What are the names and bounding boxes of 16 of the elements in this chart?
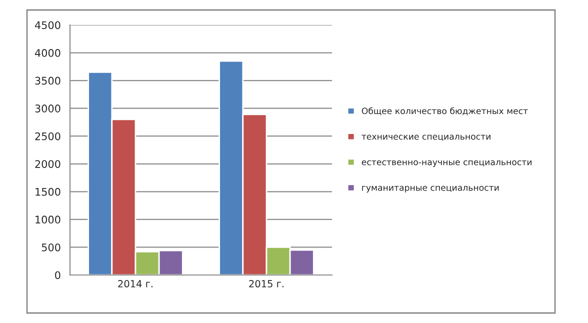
x-tick-label: 2015 г. (249, 280, 284, 288)
legend-label: технические специальности (362, 134, 490, 141)
y-tick-label: 1000 (36, 216, 60, 224)
x-tick-label: 2014 г. (118, 280, 152, 288)
y-tick-label: 3000 (35, 104, 60, 112)
legend-label: гуманитарные специальности (362, 186, 499, 192)
legend-label: Общее количество бюджетных мест (362, 107, 528, 116)
legend-label: естественно-научные специальности (362, 160, 532, 167)
y-tick-label: 2500 (35, 132, 60, 140)
y-tick-label: 500 (42, 243, 60, 252)
y-tick-label: 4500 (34, 21, 60, 30)
y-tick-label: 0 (55, 271, 60, 280)
y-tick-label: 3500 (35, 76, 60, 85)
y-tick-label: 1500 (36, 188, 60, 196)
y-tick-label: 2000 (35, 160, 60, 168)
y-tick-label: 4000 (34, 49, 60, 57)
